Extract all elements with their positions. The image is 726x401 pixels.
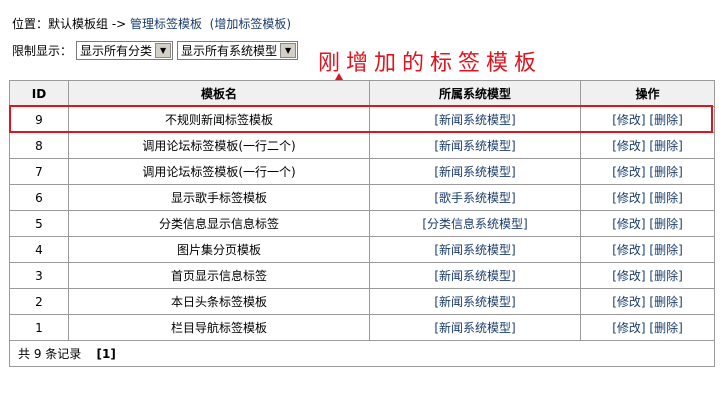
row-name: 调用论坛标签模板(一行二个) bbox=[68, 132, 370, 159]
category-value: 显示所有分类 bbox=[80, 44, 153, 58]
row-id: 6 bbox=[9, 184, 69, 211]
row-id: 3 bbox=[9, 262, 69, 289]
table-header: ID 模板名 所属系统模型 操作 bbox=[9, 80, 715, 107]
row-model-link[interactable]: [新闻系统模型] bbox=[434, 243, 516, 257]
chevron-down-icon: ▼ bbox=[155, 43, 172, 58]
table-row: 2 本日头条标签模板 [新闻系统模型] [修改] [删除] bbox=[9, 288, 715, 315]
model-select[interactable]: 显示所有系统模型 ▼ bbox=[177, 41, 299, 60]
row-model-link[interactable]: [歌手系统模型] bbox=[434, 191, 516, 205]
breadcrumb-prefix: 位置：默认模板组 -> bbox=[12, 17, 131, 31]
row-id: 2 bbox=[9, 288, 69, 315]
row-name: 本日头条标签模板 bbox=[68, 288, 370, 315]
row-name: 不规则新闻标签模板 bbox=[68, 106, 370, 133]
edit-link[interactable]: [修改] bbox=[612, 243, 646, 257]
table-row: 9 不规则新闻标签模板 [新闻系统模型] [修改] [删除] bbox=[9, 106, 715, 133]
row-model-link[interactable]: [新闻系统模型] bbox=[434, 113, 516, 127]
row-name: 图片集分页模板 bbox=[68, 236, 370, 263]
row-name: 显示歌手标签模板 bbox=[68, 184, 370, 211]
edit-link[interactable]: [修改] bbox=[612, 269, 646, 283]
manage-templates-link[interactable]: 管理标签模板 bbox=[130, 17, 203, 31]
delete-link[interactable]: [删除] bbox=[649, 243, 683, 257]
delete-link[interactable]: [删除] bbox=[649, 269, 683, 283]
filter-bar: 限制显示： 显示所有分类 ▼ 显示所有系统模型 ▼ bbox=[12, 41, 299, 60]
table-row: 1 栏目导航标签模板 [新闻系统模型] [修改] [删除] bbox=[9, 314, 715, 341]
edit-link[interactable]: [修改] bbox=[612, 191, 646, 205]
template-table: ID 模板名 所属系统模型 操作 9 不规则新闻标签模板 [新闻系统模型] [修… bbox=[9, 80, 715, 367]
category-select[interactable]: 显示所有分类 ▼ bbox=[76, 41, 174, 60]
annotation-text: 刚增加的标签模板 bbox=[318, 51, 543, 76]
row-model-link[interactable]: [新闻系统模型] bbox=[434, 165, 516, 179]
table-row: 3 首页显示信息标签 [新闻系统模型] [修改] [删除] bbox=[9, 262, 715, 289]
delete-link[interactable]: [删除] bbox=[649, 191, 683, 205]
header-actions: 操作 bbox=[580, 80, 715, 107]
page-link[interactable]: [1] bbox=[96, 347, 116, 361]
edit-link[interactable]: [修改] bbox=[612, 321, 646, 335]
row-id: 4 bbox=[9, 236, 69, 263]
row-model-link[interactable]: [新闻系统模型] bbox=[434, 321, 516, 335]
row-model-link[interactable]: [新闻系统模型] bbox=[434, 139, 516, 153]
table-row: 4 图片集分页模板 [新闻系统模型] [修改] [删除] bbox=[9, 236, 715, 263]
delete-link[interactable]: [删除] bbox=[649, 113, 683, 127]
table-footer: 共 9 条记录 [1] bbox=[9, 340, 715, 367]
row-name: 栏目导航标签模板 bbox=[68, 314, 370, 341]
row-name: 首页显示信息标签 bbox=[68, 262, 370, 289]
table-row: 5 分类信息显示信息标签 [分类信息系统模型] [修改] [删除] bbox=[9, 210, 715, 237]
header-name: 模板名 bbox=[68, 80, 370, 107]
edit-link[interactable]: [修改] bbox=[612, 113, 646, 127]
edit-link[interactable]: [修改] bbox=[612, 217, 646, 231]
header-id: ID bbox=[9, 80, 69, 107]
row-model-link[interactable]: [新闻系统模型] bbox=[434, 295, 516, 309]
chevron-down-icon: ▼ bbox=[280, 43, 297, 58]
row-name: 调用论坛标签模板(一行一个) bbox=[68, 158, 370, 185]
row-id: 1 bbox=[9, 314, 69, 341]
table-row: 8 调用论坛标签模板(一行二个) [新闻系统模型] [修改] [删除] bbox=[9, 132, 715, 159]
delete-link[interactable]: [删除] bbox=[649, 217, 683, 231]
row-id: 8 bbox=[9, 132, 69, 159]
delete-link[interactable]: [删除] bbox=[649, 165, 683, 179]
delete-link[interactable]: [删除] bbox=[649, 139, 683, 153]
row-id: 5 bbox=[9, 210, 69, 237]
edit-link[interactable]: [修改] bbox=[612, 165, 646, 179]
row-id: 9 bbox=[9, 106, 69, 133]
add-template-link[interactable]: (增加标签模板) bbox=[209, 17, 292, 31]
row-model-link[interactable]: [分类信息系统模型] bbox=[422, 217, 528, 231]
row-name: 分类信息显示信息标签 bbox=[68, 210, 370, 237]
table-row: 6 显示歌手标签模板 [歌手系统模型] [修改] [删除] bbox=[9, 184, 715, 211]
row-model-link[interactable]: [新闻系统模型] bbox=[434, 269, 516, 283]
highlight-box bbox=[9, 105, 713, 133]
edit-link[interactable]: [修改] bbox=[612, 139, 646, 153]
delete-link[interactable]: [删除] bbox=[649, 295, 683, 309]
table-row: 7 调用论坛标签模板(一行一个) [新闻系统模型] [修改] [删除] bbox=[9, 158, 715, 185]
edit-link[interactable]: [修改] bbox=[612, 295, 646, 309]
breadcrumb: 位置：默认模板组 -> 管理标签模板 (增加标签模板) bbox=[12, 15, 291, 32]
delete-link[interactable]: [删除] bbox=[649, 321, 683, 335]
model-value: 显示所有系统模型 bbox=[181, 44, 278, 58]
row-id: 7 bbox=[9, 158, 69, 185]
arrow-head-icon bbox=[335, 73, 343, 80]
filter-label: 限制显示： bbox=[12, 44, 73, 58]
header-model: 所属系统模型 bbox=[369, 80, 581, 107]
record-count: 共 9 条记录 bbox=[18, 347, 82, 361]
